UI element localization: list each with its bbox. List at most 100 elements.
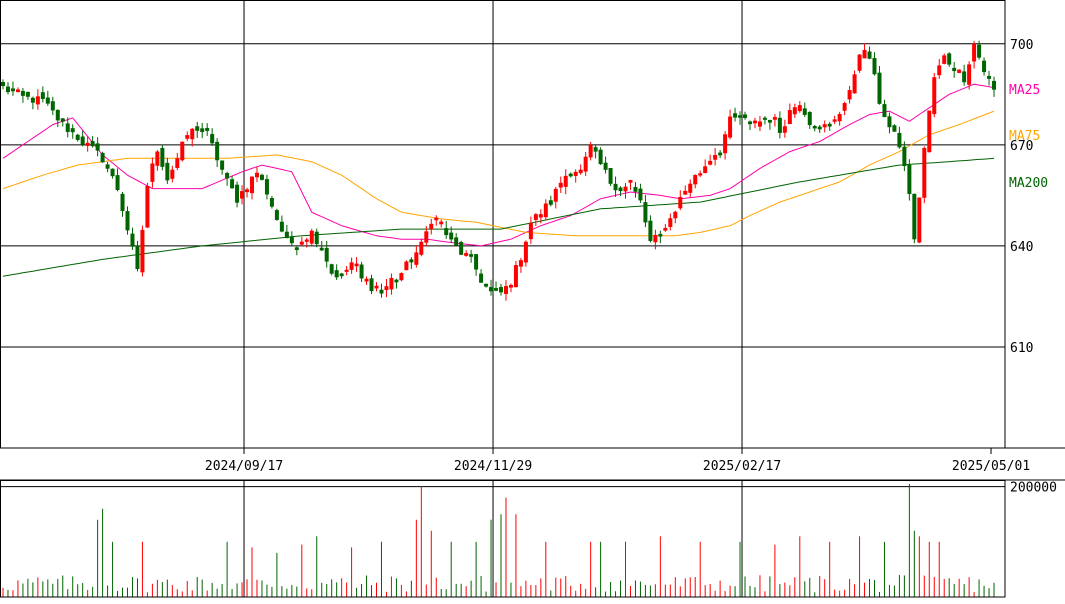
volume-bars — [2, 483, 995, 597]
candle-up — [533, 214, 538, 220]
candle-up — [140, 229, 145, 273]
candle-up — [170, 169, 175, 179]
candle-down — [613, 183, 618, 191]
candle-down — [912, 193, 917, 240]
candle-down — [215, 141, 220, 161]
candle-up — [503, 286, 508, 294]
candle-up — [653, 234, 658, 243]
candle-up — [967, 64, 972, 85]
candle-down — [359, 264, 364, 279]
candle-down — [952, 67, 957, 72]
candle-down — [817, 126, 822, 130]
candle-down — [992, 80, 997, 90]
candle-up — [240, 191, 245, 199]
candle-down — [40, 92, 45, 99]
candle-down — [230, 179, 235, 189]
volume-panel-frame — [0, 480, 1006, 598]
date-axis: 2024/09/17 2024/11/29 2025/02/17 2025/05/01 — [0, 448, 1065, 481]
candle-down — [110, 168, 115, 177]
candle-down — [225, 172, 230, 179]
candle-down — [334, 270, 339, 278]
price-tick-label: 640 — [1010, 240, 1033, 255]
candle-down — [777, 117, 782, 133]
candle-down — [618, 187, 623, 192]
candle-down — [269, 198, 274, 207]
candle-down — [872, 58, 877, 75]
candle-up — [972, 43, 977, 62]
candle-down — [5, 86, 10, 93]
candle-up — [349, 262, 354, 270]
candle-down — [454, 237, 459, 246]
candle-down — [658, 233, 663, 237]
candle-up — [399, 272, 404, 281]
candle-up — [155, 151, 160, 166]
price-tick-label: 670 — [1010, 139, 1033, 154]
volume-y-tick-labels: 200000 — [1010, 481, 1057, 496]
candle-down — [264, 179, 269, 195]
candle-down — [235, 184, 240, 203]
candle-down — [802, 108, 807, 115]
candle-down — [259, 174, 264, 180]
candle-down — [743, 114, 748, 118]
candle-up — [937, 65, 942, 76]
candle-down — [120, 193, 125, 212]
candle-up — [588, 145, 593, 158]
candle-up — [752, 120, 757, 124]
candle-up — [693, 174, 698, 185]
candle-down — [748, 121, 752, 125]
candle-down — [892, 125, 897, 132]
candle-up — [419, 241, 424, 255]
candle-up — [628, 180, 633, 183]
candle-up — [842, 103, 847, 111]
candle-up — [713, 154, 718, 160]
candle-up — [787, 110, 792, 125]
candle-up — [822, 124, 827, 128]
candle-down — [499, 287, 503, 293]
candle-up — [35, 96, 40, 105]
candle-down — [877, 72, 882, 104]
candle-down — [20, 90, 25, 96]
candle-down — [210, 134, 215, 144]
candle-down — [70, 128, 75, 133]
legend-ma25: MA25 — [1009, 83, 1040, 98]
candle-down — [409, 259, 414, 263]
candle-up — [922, 147, 927, 198]
candle-down — [279, 221, 284, 232]
candle-down — [200, 128, 205, 133]
candle-up — [957, 69, 962, 73]
candle-up — [723, 134, 728, 154]
candle-down — [90, 141, 95, 147]
candle-up — [553, 188, 558, 202]
candle-down — [30, 97, 35, 103]
candle-up — [15, 89, 20, 93]
candle-up — [673, 211, 678, 219]
candle-down — [598, 149, 603, 165]
candle-up — [245, 189, 250, 193]
candle-up — [847, 90, 852, 100]
candle-up — [523, 241, 528, 263]
volume-tick-label: 200000 — [1010, 481, 1057, 496]
ma-legend: MA25 MA75 MA200 — [1009, 83, 1048, 191]
candle-down — [827, 123, 832, 127]
candle-down — [55, 109, 60, 121]
moving-average-lines — [2, 83, 995, 277]
candle-down — [479, 273, 484, 283]
candle-down — [65, 123, 70, 132]
candle-up — [558, 182, 563, 188]
candle-up — [250, 176, 254, 194]
candle-down — [947, 53, 952, 65]
candle-down — [130, 233, 135, 247]
candle-down — [902, 146, 907, 167]
candle-down — [394, 279, 399, 283]
candle-down — [469, 254, 474, 257]
candle-down — [962, 71, 967, 83]
candle-up — [384, 286, 389, 291]
candle-up — [180, 141, 185, 161]
candle-up — [623, 186, 628, 192]
candle-up — [538, 214, 543, 218]
candle-up — [528, 222, 533, 240]
candle-up — [439, 221, 444, 225]
candle-down — [977, 44, 982, 58]
candle-up — [190, 128, 195, 140]
